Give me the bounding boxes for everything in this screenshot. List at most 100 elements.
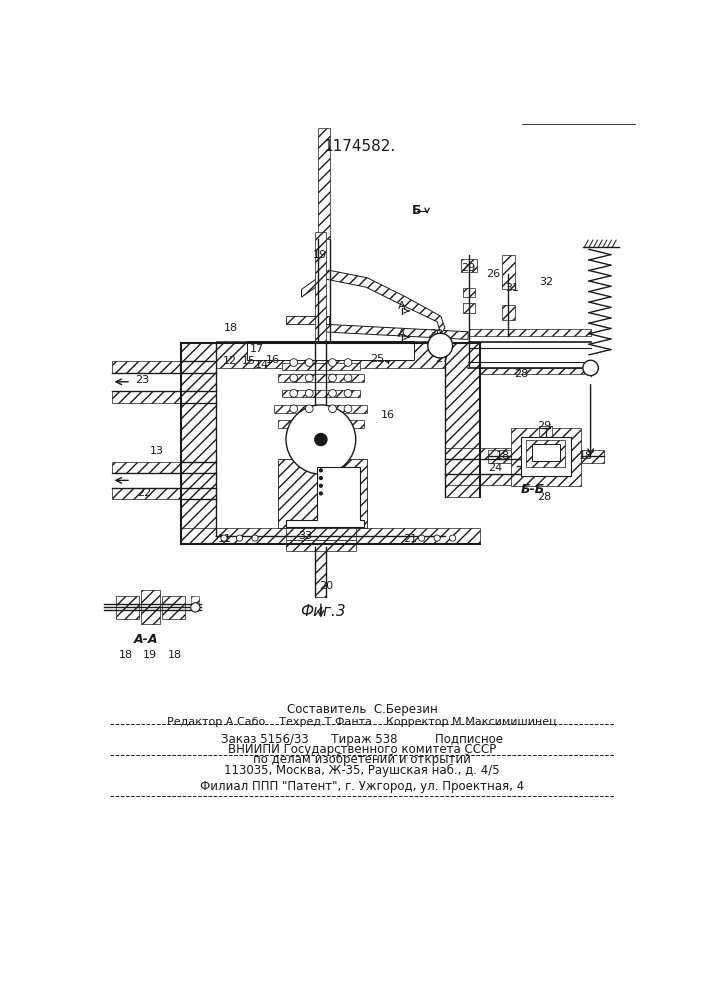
- Text: 31: 31: [506, 283, 520, 293]
- Text: ВНИИПИ Государственного комитета СССР: ВНИИПИ Государственного комитета СССР: [228, 743, 496, 756]
- Polygon shape: [445, 343, 480, 497]
- Polygon shape: [315, 232, 327, 343]
- Circle shape: [329, 359, 337, 366]
- Circle shape: [344, 359, 352, 366]
- Text: 28: 28: [537, 492, 551, 502]
- Polygon shape: [502, 255, 515, 289]
- Polygon shape: [274, 351, 368, 359]
- Circle shape: [305, 359, 313, 366]
- Polygon shape: [445, 474, 538, 485]
- Polygon shape: [321, 324, 468, 339]
- Text: 11: 11: [218, 534, 232, 544]
- Polygon shape: [279, 459, 368, 528]
- Circle shape: [320, 477, 322, 480]
- Circle shape: [344, 405, 352, 413]
- Text: 13: 13: [150, 446, 163, 456]
- Circle shape: [286, 405, 356, 474]
- Text: 18: 18: [119, 650, 133, 660]
- Polygon shape: [461, 259, 477, 272]
- Polygon shape: [282, 363, 360, 370]
- Polygon shape: [445, 448, 538, 459]
- Polygon shape: [216, 341, 445, 368]
- Text: 32: 32: [539, 277, 554, 287]
- Polygon shape: [580, 456, 604, 463]
- Polygon shape: [286, 316, 329, 324]
- Text: Заказ 5156/33      Тираж 538          Подписное: Заказ 5156/33 Тираж 538 Подписное: [221, 733, 503, 746]
- Bar: [521, 437, 571, 476]
- Polygon shape: [462, 303, 475, 312]
- Circle shape: [236, 535, 243, 541]
- Text: 26: 26: [486, 269, 500, 279]
- Text: 28: 28: [514, 369, 528, 379]
- Circle shape: [305, 405, 313, 413]
- Polygon shape: [286, 528, 356, 540]
- Text: А: А: [397, 329, 405, 339]
- Text: Б-Б: Б-Б: [521, 483, 545, 496]
- Circle shape: [320, 469, 322, 472]
- Text: 19: 19: [144, 650, 158, 660]
- Text: 29: 29: [461, 263, 475, 273]
- Circle shape: [329, 405, 337, 413]
- Bar: [247, 341, 414, 360]
- Text: 17: 17: [250, 344, 264, 354]
- Circle shape: [290, 405, 298, 413]
- Text: 16: 16: [266, 355, 280, 365]
- Polygon shape: [112, 462, 216, 473]
- Polygon shape: [279, 374, 363, 382]
- Text: 16: 16: [381, 410, 395, 420]
- Text: 15: 15: [242, 356, 256, 366]
- Polygon shape: [112, 391, 216, 403]
- Text: 22: 22: [137, 488, 151, 498]
- Polygon shape: [510, 428, 580, 486]
- Text: Филиал ППП "Патент", г. Ужгород, ул. Проектная, 4: Филиал ППП "Патент", г. Ужгород, ул. Про…: [200, 780, 524, 793]
- Circle shape: [329, 374, 337, 382]
- Circle shape: [290, 359, 298, 366]
- Circle shape: [305, 374, 313, 382]
- Text: 33: 33: [298, 531, 312, 541]
- Text: 23: 23: [136, 375, 150, 385]
- Circle shape: [191, 603, 200, 612]
- Circle shape: [450, 535, 456, 541]
- Circle shape: [315, 433, 327, 446]
- Text: Редактор А.Сабо    Техред Т.Фанта    Корректор М.Максимишинец: Редактор А.Сабо Техред Т.Фанта Корректор…: [167, 717, 557, 727]
- Text: 18: 18: [224, 323, 238, 333]
- Polygon shape: [115, 596, 139, 619]
- Text: 29: 29: [537, 421, 551, 431]
- Circle shape: [320, 484, 322, 487]
- Circle shape: [344, 389, 352, 397]
- Text: Б: Б: [412, 204, 421, 217]
- Circle shape: [344, 374, 352, 382]
- Text: по делам изобретений и открытий: по делам изобретений и открытий: [253, 753, 471, 766]
- Polygon shape: [317, 128, 330, 239]
- Polygon shape: [488, 456, 510, 463]
- Polygon shape: [502, 305, 515, 320]
- Circle shape: [329, 389, 337, 397]
- Circle shape: [305, 389, 313, 397]
- Text: Б: Б: [384, 354, 392, 364]
- Text: Составитель  С.Березин: Составитель С.Березин: [286, 703, 438, 716]
- Text: 18: 18: [579, 451, 593, 461]
- Polygon shape: [315, 536, 327, 597]
- Circle shape: [428, 333, 452, 358]
- Text: 19: 19: [313, 250, 327, 260]
- Polygon shape: [112, 361, 216, 373]
- Text: 20: 20: [320, 581, 334, 591]
- Text: 12: 12: [223, 356, 238, 366]
- Bar: [532, 444, 559, 461]
- Polygon shape: [112, 488, 216, 499]
- Polygon shape: [468, 368, 585, 374]
- Text: 18: 18: [168, 650, 182, 660]
- Circle shape: [320, 492, 322, 495]
- Text: 1174582.: 1174582.: [324, 139, 396, 154]
- Polygon shape: [526, 440, 565, 466]
- Polygon shape: [286, 466, 363, 527]
- Polygon shape: [542, 445, 549, 451]
- Circle shape: [434, 535, 440, 541]
- Polygon shape: [141, 590, 160, 624]
- Polygon shape: [539, 426, 552, 437]
- Text: 21: 21: [403, 534, 417, 544]
- Polygon shape: [580, 450, 604, 456]
- Circle shape: [419, 535, 425, 541]
- Polygon shape: [279, 420, 363, 428]
- Circle shape: [290, 374, 298, 382]
